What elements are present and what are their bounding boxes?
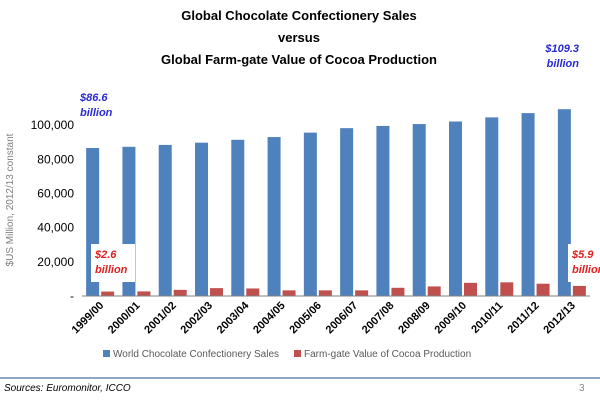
annotations: $86.6billion$109.3billion$2.6billion$5.9… (79, 43, 600, 282)
x-tick-label: 2000/01 (106, 300, 143, 337)
bar-cocoa-farmgate-value (391, 287, 405, 296)
annotation-line: $5.9 (571, 249, 594, 261)
bar-chocolate-sales (412, 124, 426, 296)
x-axis-ticks: 1999/00 2000/01 2001/02 2002/03 2003/04 2004/… (70, 299, 578, 336)
x-tick-label: 2003/04 (215, 299, 252, 336)
bar-chocolate-sales (340, 128, 354, 296)
annotation-label: $5.9 billion (568, 244, 600, 282)
bar-cocoa-farmgate-value (536, 283, 550, 296)
chart-title-line: Global Chocolate Confectionery Sales (181, 8, 417, 23)
bar-cocoa-farmgate-value (282, 290, 296, 296)
x-tick-label: 1999/00 (70, 300, 107, 337)
x-tick-label: 2009/10 (433, 300, 470, 337)
x-tick-label: 2006/07 (324, 300, 361, 337)
annotation-line: $86.6 (79, 92, 108, 104)
annotation-line: $109.3 (544, 43, 579, 55)
y-axis-ticks: - 20,000 40,000 60,000 80,000 100,000 (31, 118, 75, 303)
bar-cocoa-farmgate-value (572, 285, 586, 296)
bar-cocoa-farmgate-value (210, 288, 223, 296)
x-tick-label: 2012/13 (541, 300, 578, 337)
bar-cocoa-farmgate-value (464, 282, 477, 296)
chart-title: Global Chocolate Confectionery Sales vers… (161, 8, 437, 67)
legend-label: Farm-gate Value of Cocoa Production (304, 349, 471, 360)
bar-chocolate-sales (376, 125, 390, 296)
x-tick-label: 2007/08 (360, 300, 397, 337)
annotation-label: $109.3 billion (544, 43, 579, 70)
x-tick-label: 2008/09 (396, 300, 433, 337)
annotation-line: billion (95, 264, 128, 276)
bar-chocolate-sales (485, 117, 499, 297)
legend-swatch (294, 350, 301, 357)
legend-label: World Chocolate Confectionery Sales (113, 349, 279, 360)
y-axis-label-text: $US Million, 2012/13 constant (5, 133, 16, 266)
annotation-label: $2.6 billion (91, 244, 135, 282)
y-tick-label: 80,000 (37, 152, 74, 166)
bars (86, 109, 586, 297)
legend: World Chocolate Confectionery Sales Farm-… (103, 349, 471, 360)
footer-divider (0, 377, 600, 379)
bar-cocoa-farmgate-value (500, 282, 514, 296)
bar-chocolate-sales (195, 142, 208, 296)
bar-chocolate-sales (158, 144, 172, 296)
bar-chocolate-sales (449, 121, 462, 296)
bar-cocoa-farmgate-value (427, 286, 441, 296)
annotation-line: billion (547, 58, 580, 70)
x-tick-label: 2011/12 (506, 300, 542, 336)
x-tick-label: 2005/06 (287, 300, 324, 337)
legend-swatch (103, 350, 110, 357)
bar-chocolate-sales (231, 139, 245, 296)
y-tick-label: 60,000 (37, 186, 74, 200)
annotation-line: billion (572, 264, 600, 276)
annotation-background (568, 244, 600, 282)
bar-chocolate-sales (557, 109, 571, 296)
bar-cocoa-farmgate-value (101, 291, 115, 296)
x-tick-label: 2001/02 (142, 300, 179, 337)
bar-cocoa-farmgate-value (246, 288, 260, 296)
bar-cocoa-farmgate-value (318, 290, 332, 296)
bar-chocolate-sales (303, 132, 317, 296)
source-note: Sources: Euromonitor, ICCO (4, 383, 131, 394)
bar-chocolate-sales (521, 113, 535, 296)
y-tick-label: 40,000 (37, 221, 74, 235)
bar-chocolate-sales (267, 137, 281, 296)
annotation-background (91, 244, 135, 282)
y-axis-label: $US Million, 2012/13 constant (5, 133, 16, 266)
chart-title-line: versus (278, 30, 320, 45)
chart: Global Chocolate Confectionery Sales vers… (5, 8, 600, 360)
bar-cocoa-farmgate-value (355, 290, 369, 296)
y-tick-label: 100,000 (31, 118, 75, 132)
bar-cocoa-farmgate-value (137, 291, 151, 296)
annotation-line: billion (80, 107, 113, 119)
y-tick-label: - (70, 289, 74, 303)
annotation-line: $2.6 (94, 249, 117, 261)
page-number: 3 (579, 383, 585, 394)
x-tick-label: 2010/11 (469, 300, 505, 336)
x-tick-label: 2002/03 (179, 300, 216, 337)
x-tick-label: 2004/05 (251, 300, 288, 337)
y-tick-label: 20,000 (37, 255, 74, 269)
bar-cocoa-farmgate-value (173, 289, 187, 296)
annotation-label: $86.6 billion (79, 92, 113, 119)
chart-title-line: Global Farm-gate Value of Cocoa Producti… (161, 52, 437, 67)
